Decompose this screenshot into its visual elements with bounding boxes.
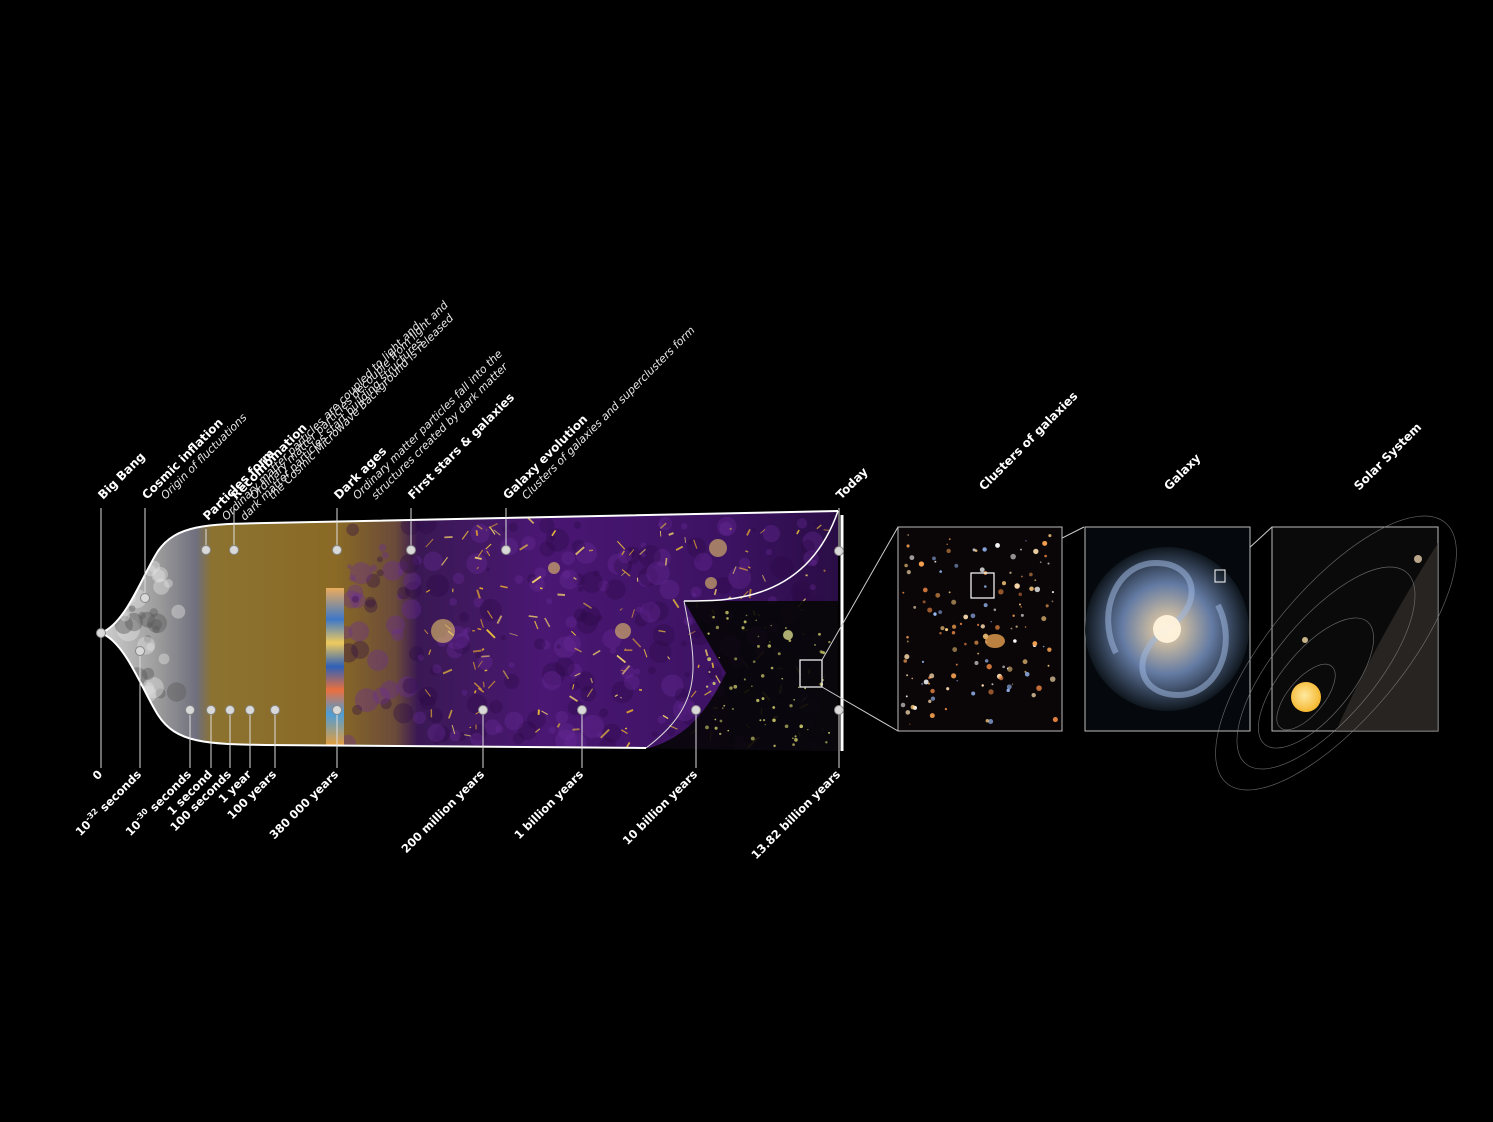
panel-title: Clusters of galaxies [976,389,1080,493]
event-marker-dot [201,545,211,555]
panel-title: Galaxy [1161,451,1203,493]
event-marker-dot [501,545,511,555]
zoom-box-today [799,659,823,688]
event-marker-dot [140,593,150,603]
cmb-strip [326,588,344,745]
panel-title: Solar System [1351,420,1424,493]
timeline-tube [100,510,844,751]
time-marker-dot [834,705,844,715]
event-marker-dot [332,545,342,555]
universe-timeline-diagram: Big Bang Cosmic inflation Origin of fluctu… [6,3,1487,1119]
time-marker-dot [478,705,488,715]
time-marker-dot [225,705,235,715]
time-label: 13.82 billion years [748,767,843,862]
time-marker-dot [245,705,255,715]
time-label: 200 million years [398,767,487,856]
event-marker-dot [406,545,416,555]
event-description: Clusters of galaxies and superclusters f… [519,324,697,502]
event-description: Ordinary matter particles decouple from … [247,298,451,502]
event-label-today: Today [833,465,871,503]
planet [1414,555,1422,563]
panel-galaxy [1084,526,1251,732]
panel-solar-system [1215,515,1457,791]
zoom-box-galaxy [1214,569,1226,583]
svg-text:Galaxy evolution: Galaxy evolution [500,412,590,502]
time-marker-dot [577,705,587,715]
svg-text:Today: Today [833,465,871,503]
event-marker-dot [229,545,239,555]
time-label: 0 [90,767,106,783]
panel-clusters-of-galaxies [897,526,1063,732]
sun [1291,682,1321,712]
time-markers [100,633,844,768]
time-marker-dot [135,646,145,656]
time-marker-dot [185,705,195,715]
time-label: 10 billion years [620,767,700,847]
time-marker-dot [206,705,216,715]
time-marker-dot [270,705,280,715]
time-label: 1 billion years [511,767,586,842]
planet [1302,637,1308,643]
event-marker-dot [834,546,844,556]
svg-text:Cosmic inflation: Cosmic inflation [139,416,226,503]
zoom-box-cluster [970,572,995,599]
time-marker-dot [691,705,701,715]
time-marker-dot [332,705,342,715]
